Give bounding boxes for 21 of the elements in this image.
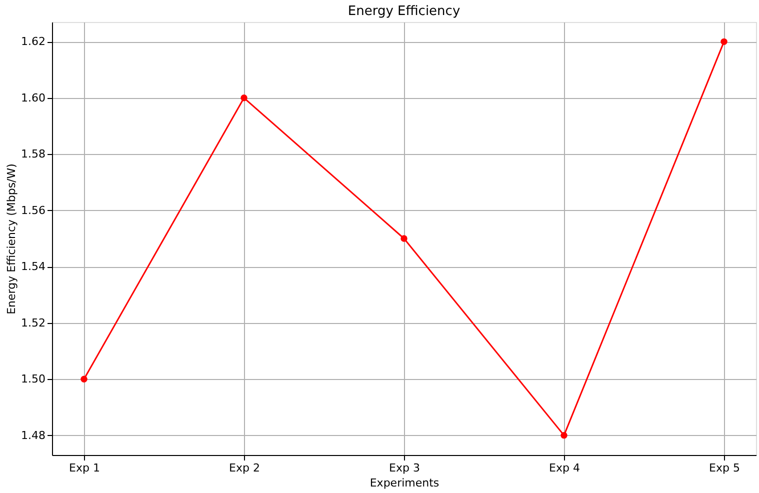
x-tick-label: Exp 4: [549, 462, 580, 474]
chart-title: Energy Efficiency: [348, 4, 460, 19]
y-tick-label: 1.60: [21, 91, 46, 104]
x-tick-label: Exp 5: [709, 462, 740, 474]
x-tick-label: Exp 3: [389, 462, 420, 474]
y-tick-label: 1.54: [21, 260, 46, 274]
y-tick-label: 1.62: [21, 35, 46, 48]
y-tick-label: 1.50: [21, 372, 46, 386]
point: [720, 38, 728, 46]
point: [400, 235, 408, 242]
y-tick-label: 1.48: [21, 428, 46, 442]
point: [240, 94, 248, 102]
point: [80, 376, 88, 382]
y-tick-label: 1.58: [21, 148, 46, 161]
y-axis-title: Energy Efficiency (Mbps/W): [5, 164, 18, 314]
x-axis-title: Experiments: [370, 476, 440, 490]
x-tick-label: Exp 1: [69, 462, 100, 474]
y-tick-label: 1.56: [21, 204, 46, 217]
point: [560, 432, 568, 439]
x-tick-label: Exp 2: [229, 462, 260, 474]
y-tick-label: 1.52: [21, 316, 46, 330]
